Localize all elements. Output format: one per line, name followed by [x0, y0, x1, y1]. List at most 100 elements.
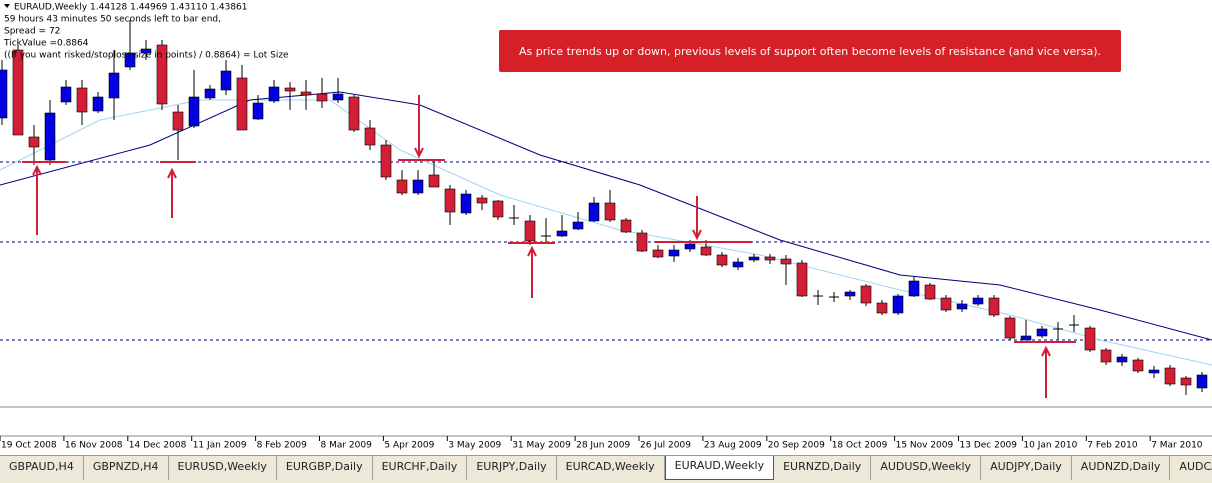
- arrow-head: [527, 245, 537, 257]
- candle-body: [908, 280, 920, 297]
- symbol-tab[interactable]: AUDJPY,Daily: [981, 456, 1072, 480]
- candle-body: [124, 52, 136, 68]
- candle-body: [460, 193, 472, 214]
- symbol-tab[interactable]: AUDUSD,Weekly: [871, 456, 982, 480]
- candle-body: [300, 91, 312, 96]
- candle-body: [924, 284, 936, 300]
- candle-body: [956, 303, 968, 310]
- moving-average: [0, 91, 1212, 341]
- candle-body: [556, 230, 568, 237]
- candle-body: [476, 197, 488, 204]
- date-label: 18 Oct 2009: [832, 441, 888, 451]
- candle-body: [748, 256, 760, 261]
- candle-body: [1116, 356, 1128, 363]
- symbol-tab[interactable]: AUDNZD,Daily: [1072, 456, 1171, 480]
- candle-body: [876, 302, 888, 314]
- candle-body: [1196, 374, 1208, 389]
- candle-body: [764, 256, 776, 261]
- candle-body: [892, 295, 904, 314]
- date-label: 8 Feb 2009: [257, 441, 308, 451]
- date-label: 7 Feb 2010: [1087, 441, 1138, 451]
- candle-body: [0, 69, 8, 119]
- candle-body: [1164, 367, 1176, 385]
- candle-body: [284, 87, 296, 92]
- candle-body: [972, 297, 984, 305]
- candle-body: [220, 70, 232, 91]
- candle-body: [860, 285, 872, 304]
- candle-body: [1148, 369, 1160, 374]
- date-label: 8 Mar 2009: [321, 441, 373, 451]
- symbol-tab[interactable]: AUDCAD,Daily: [1170, 456, 1212, 480]
- symbol-tab[interactable]: EURCAD,Weekly: [557, 456, 665, 480]
- symbol-tab[interactable]: EURAUD,Weekly: [664, 456, 775, 480]
- tab-bar: GBPAUD,H4 GBPNZD,H4 EURUSD,Weekly EURGBP,Da…: [0, 455, 1212, 483]
- date-label: 19 Oct 2008: [1, 441, 57, 451]
- candle-body: [604, 202, 616, 221]
- moving-average: [0, 99, 1212, 366]
- candle-body: [940, 297, 952, 311]
- candle-body: [428, 174, 440, 188]
- candle-body: [12, 49, 24, 136]
- arrow-head: [167, 167, 177, 179]
- arrow-head: [1041, 345, 1051, 357]
- date-label: 11 Jan 2009: [193, 441, 247, 451]
- symbol-tab[interactable]: GBPAUD,H4: [0, 456, 84, 480]
- date-label: 15 Nov 2009: [896, 441, 954, 451]
- candle-body: [1036, 328, 1048, 337]
- date-label: 14 Dec 2008: [129, 441, 187, 451]
- date-label: 10 Jan 2010: [1023, 441, 1077, 451]
- candle-body: [684, 243, 696, 250]
- price-chart: 19 Oct 2008 16 Nov 2008 14 Dec 2008 11 Jan …: [0, 3, 1212, 451]
- candle-body: [780, 258, 792, 265]
- candle-body: [108, 72, 120, 99]
- candle-body: [396, 179, 408, 194]
- candle-body: [1180, 377, 1192, 386]
- symbol-tab[interactable]: EURGBP,Daily: [277, 456, 373, 480]
- info-line: TickValue =0.8864: [3, 39, 89, 49]
- symbol-tab[interactable]: EURNZD,Daily: [774, 456, 872, 480]
- candle-body: [252, 102, 264, 120]
- candle-body: [1004, 317, 1016, 339]
- candle-body: [844, 291, 856, 297]
- candle-body: [364, 127, 376, 146]
- candle-body: [156, 44, 168, 105]
- candle-body: [716, 254, 728, 266]
- symbol-tab[interactable]: GBPNZD,H4: [84, 456, 169, 480]
- date-label: 16 Nov 2008: [65, 441, 123, 451]
- candle-body: [732, 261, 744, 268]
- candle-body: [668, 249, 680, 257]
- candle-body: [524, 220, 536, 242]
- candle-body: [188, 96, 200, 127]
- candle-body: [492, 200, 504, 218]
- candle-body: [60, 86, 72, 103]
- candle-body: [652, 249, 664, 258]
- date-label: 13 Dec 2009: [960, 441, 1018, 451]
- candle-body: [1132, 359, 1144, 372]
- annotation: As price trends up or down, previous lev…: [499, 30, 1121, 72]
- candle-body: [1020, 335, 1032, 341]
- date-label: 26 Jul 2009: [640, 441, 691, 451]
- date-label: 5 Apr 2009: [384, 441, 434, 451]
- symbol-tab[interactable]: EURJPY,Daily: [467, 456, 557, 480]
- candle-body: [988, 297, 1000, 316]
- candle-body: [572, 221, 584, 230]
- candle-body: [204, 88, 216, 99]
- date-label: 7 Mar 2010: [1151, 441, 1203, 451]
- candle-body: [332, 93, 344, 101]
- symbol-line: EURAUD,Weekly 1.44128 1.44969 1.43110 1.…: [14, 3, 248, 13]
- symbol-tab[interactable]: EURUSD,Weekly: [169, 456, 277, 480]
- date-label: 3 May 2009: [448, 441, 501, 451]
- date-label: 20 Sep 2009: [768, 441, 825, 451]
- candle-body: [76, 87, 88, 113]
- candle-body: [588, 202, 600, 222]
- candle-body: [444, 188, 456, 213]
- candle-body: [1084, 327, 1096, 351]
- date-label: 28 Jun 2009: [576, 441, 630, 451]
- candle-body: [700, 246, 712, 256]
- candle-body: [1100, 349, 1112, 363]
- arrow-head: [32, 164, 42, 176]
- candle-body: [620, 219, 632, 233]
- info-line: ((If you want risked/stoploss size in po…: [4, 51, 289, 61]
- date-label: 23 Aug 2009: [704, 441, 762, 451]
- symbol-tab[interactable]: EURCHF,Daily: [373, 456, 468, 480]
